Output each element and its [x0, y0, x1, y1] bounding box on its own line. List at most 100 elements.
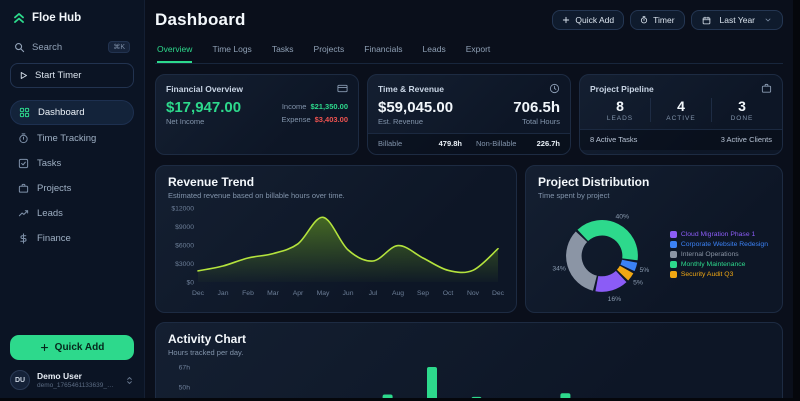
revenue-trend-chart: $12000 $9000 $6000 $3000 $0 Dec Jan Feb Mar Apr Ma… [171, 206, 504, 298]
svg-text:Jan: Jan [218, 290, 229, 297]
date-range-value: Last Year [719, 15, 755, 25]
topbar: Dashboard Quick Add Timer Last Year [155, 10, 783, 30]
charts-row: Revenue Trend Estimated revenue based on… [155, 165, 783, 313]
svg-text:$12000: $12000 [171, 206, 194, 213]
svg-text:Nov: Nov [467, 290, 480, 297]
sidebar-item-projects[interactable]: Projects [10, 177, 134, 200]
quick-add-button[interactable]: Quick Add [552, 10, 625, 30]
svg-text:Aug: Aug [392, 290, 404, 297]
timer-icon [641, 16, 648, 24]
search-shortcut: ⌘K [108, 41, 130, 53]
expense-value: $3,403.00 [314, 114, 348, 124]
sidebar-nav: Dashboard Time Tracking Tasks Projects L… [10, 100, 134, 250]
sidebar-item-tasks[interactable]: Tasks [10, 152, 134, 175]
legend-label: Cloud Migration Phase 1 [680, 230, 756, 238]
sidebar-footer: Quick Add DU Demo User demo_176546113363… [10, 335, 134, 390]
svg-text:Sep: Sep [417, 290, 429, 297]
calendar-icon [702, 16, 710, 24]
svg-text:$3000: $3000 [175, 261, 194, 268]
legend-item: Security Audit Q3 [669, 270, 768, 278]
svg-text:May: May [317, 290, 330, 297]
tab-tasks[interactable]: Tasks [271, 44, 294, 54]
briefcase-icon [18, 183, 29, 193]
activity-bar-chart: 67h50h33h17h0hDecJanFebMarAprMayJunJulAu… [179, 365, 571, 401]
search-icon [15, 42, 25, 52]
net-income-value: $17,947.00 [166, 99, 242, 116]
avatar: DU [10, 370, 30, 390]
start-timer-label: Start Timer [35, 70, 82, 81]
net-income-label: Net Income [166, 117, 205, 126]
briefcase-icon [761, 83, 772, 93]
sidebar-item-finance[interactable]: Finance [10, 227, 134, 250]
financial-overview-card: Financial Overview $17,947.00 Net Income… [155, 74, 359, 155]
app-logo[interactable]: Floe Hub [10, 9, 134, 35]
legend-swatch [669, 260, 677, 268]
chevron-down-icon [765, 18, 771, 22]
billable-strip: Billable 479.8h Non-Billable 226.7h [368, 133, 570, 154]
logo-chevrons-icon [14, 13, 24, 23]
user-id: demo_1765461133639_288... [37, 381, 115, 389]
donut-legend: Cloud Migration Phase 1 Corporate Website… [669, 230, 770, 278]
card-title: Financial Overview [166, 83, 244, 94]
total-hours-value: 706.5h [513, 99, 560, 116]
time-revenue-card: Time & Revenue $59,045.00 Est. Revenue 7… [367, 74, 571, 155]
leads-label: LEADS [606, 115, 634, 122]
active-count: 4 [677, 98, 685, 114]
date-range-select[interactable]: Last Year [690, 10, 783, 30]
play-icon [20, 72, 27, 79]
svg-text:5%: 5% [633, 279, 643, 286]
sidebar-item-label: Leads [37, 208, 63, 219]
svg-text:Feb: Feb [242, 290, 254, 297]
legend-label: Internal Operations [680, 250, 739, 258]
user-menu[interactable]: DU Demo User demo_1765461133639_288... [10, 370, 134, 390]
leads-count: 8 [616, 98, 624, 114]
sidebar-quick-add-button[interactable]: Quick Add [10, 335, 134, 360]
tab-time-logs[interactable]: Time Logs [212, 44, 252, 54]
sidebar-item-leads[interactable]: Leads [10, 202, 134, 225]
svg-text:16%: 16% [608, 296, 622, 303]
project-pipeline-card: Project Pipeline 8 LEADS 4 ACTIVE 3 DONE 8 … [579, 74, 783, 155]
project-distribution-donut: 40% 5% 5% 16% 34% [552, 213, 649, 303]
income-expense-block: Income $21,350.00 Expense $3,403.00 [281, 101, 348, 127]
sidebar-item-time-tracking[interactable]: Time Tracking [10, 127, 134, 150]
search-input[interactable]: Search ⌘K [10, 35, 134, 59]
grid-icon [19, 107, 30, 118]
card-title: Time & Revenue [378, 83, 444, 94]
svg-text:Dec: Dec [492, 290, 504, 297]
tab-projects[interactable]: Projects [313, 44, 345, 54]
legend-item: Corporate Website Redesign [669, 240, 768, 248]
sidebar-item-dashboard[interactable]: Dashboard [10, 100, 134, 125]
sidebar-quick-add-label: Quick Add [54, 342, 105, 353]
tab-financials[interactable]: Financials [364, 44, 403, 54]
sidebar-item-label: Time Tracking [37, 133, 97, 144]
chevrons-up-down-icon [127, 376, 132, 384]
done-count: 3 [738, 98, 746, 114]
svg-text:Jul: Jul [369, 290, 378, 297]
timer-button[interactable]: Timer [630, 10, 685, 30]
active-label: ACTIVE [666, 115, 696, 122]
legend-swatch [669, 250, 677, 258]
sidebar: Floe Hub Search ⌘K Start Timer Dashboard… [0, 0, 145, 398]
svg-text:Dec: Dec [192, 290, 205, 297]
expense-label: Expense [281, 114, 311, 124]
window-right-edge [793, 0, 800, 401]
chart-subtitle: Hours tracked per day. [168, 348, 244, 357]
sidebar-item-label: Finance [37, 233, 71, 244]
legend-label: Security Audit Q3 [680, 270, 734, 278]
window-bottom-edge [0, 398, 800, 401]
svg-text:$9000: $9000 [175, 224, 194, 231]
quick-add-label: Quick Add [575, 15, 615, 25]
clock-icon [549, 83, 560, 94]
sidebar-item-label: Dashboard [38, 107, 85, 118]
chart-title: Project Distribution [538, 175, 650, 189]
card-title: Project Pipeline [590, 83, 654, 94]
active-tasks-text: 8 Active Tasks [590, 135, 638, 144]
nonbillable-label: Non-Billable [476, 139, 517, 148]
tab-export[interactable]: Export [465, 44, 491, 54]
tab-leads[interactable]: Leads [422, 44, 446, 54]
timer-label: Timer [653, 15, 675, 25]
tab-overview[interactable]: Overview [157, 40, 193, 63]
income-value: $21,350.00 [310, 102, 348, 111]
pipeline-stats: 8 LEADS 4 ACTIVE 3 DONE [590, 98, 772, 122]
start-timer-button[interactable]: Start Timer [10, 63, 134, 88]
